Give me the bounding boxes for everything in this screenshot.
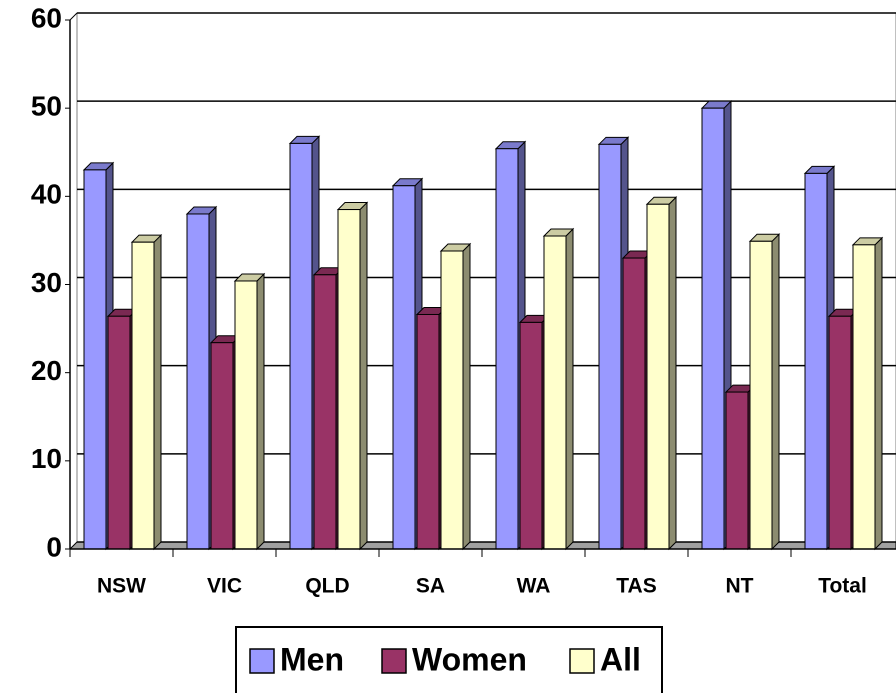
- bar: [646, 203, 670, 550]
- x-tick-label: Total: [818, 575, 867, 598]
- legend-swatch: [381, 648, 407, 674]
- bar-side: [668, 196, 677, 551]
- legend-swatch: [249, 648, 275, 674]
- bar: [828, 315, 852, 550]
- bar: [107, 315, 131, 550]
- bar-side: [462, 242, 471, 551]
- bar: [131, 241, 155, 550]
- bar: [804, 172, 828, 550]
- x-tick-label: TAS: [616, 575, 656, 598]
- bar: [313, 274, 337, 550]
- x-tick-label: NT: [726, 575, 754, 598]
- y-tick-label: 50: [31, 91, 62, 122]
- legend-label: Men: [280, 641, 344, 677]
- bar: [186, 213, 210, 550]
- x-tick-label: QLD: [305, 575, 349, 598]
- bar: [440, 250, 464, 550]
- y-tick-label: 60: [31, 2, 62, 33]
- bar: [210, 342, 234, 550]
- bar: [337, 209, 361, 550]
- y-axis-depth: [69, 12, 78, 21]
- y-tick-label: 10: [31, 443, 62, 474]
- bar: [622, 257, 646, 550]
- bar: [495, 148, 519, 550]
- legend-label: Women: [412, 641, 527, 677]
- y-tick-label: 0: [46, 531, 62, 562]
- bar: [83, 169, 107, 550]
- bar: [598, 143, 622, 550]
- bar: [749, 240, 773, 550]
- bar-side: [153, 233, 162, 551]
- legend-swatch: [569, 648, 595, 674]
- bar: [852, 244, 876, 550]
- bar: [725, 391, 749, 550]
- x-tick-label: WA: [517, 575, 551, 598]
- y-tick-label: 40: [31, 179, 62, 210]
- y-tick-label: 30: [31, 267, 62, 298]
- bar-side: [359, 201, 368, 551]
- bar: [392, 185, 416, 550]
- bar-side: [256, 272, 265, 551]
- x-tick-label: NSW: [97, 575, 146, 598]
- bar: [416, 313, 440, 550]
- bar: [289, 142, 313, 550]
- legend-label: All: [600, 641, 641, 677]
- bar-side: [565, 227, 574, 551]
- bar: [701, 107, 725, 550]
- bar: [543, 235, 567, 550]
- y-tick-label: 20: [31, 355, 62, 386]
- bar-side: [874, 236, 883, 551]
- x-tick-label: SA: [416, 575, 445, 598]
- bar: [519, 321, 543, 550]
- bar: [234, 280, 258, 550]
- bar-side: [771, 233, 780, 551]
- x-tick-label: VIC: [207, 575, 242, 598]
